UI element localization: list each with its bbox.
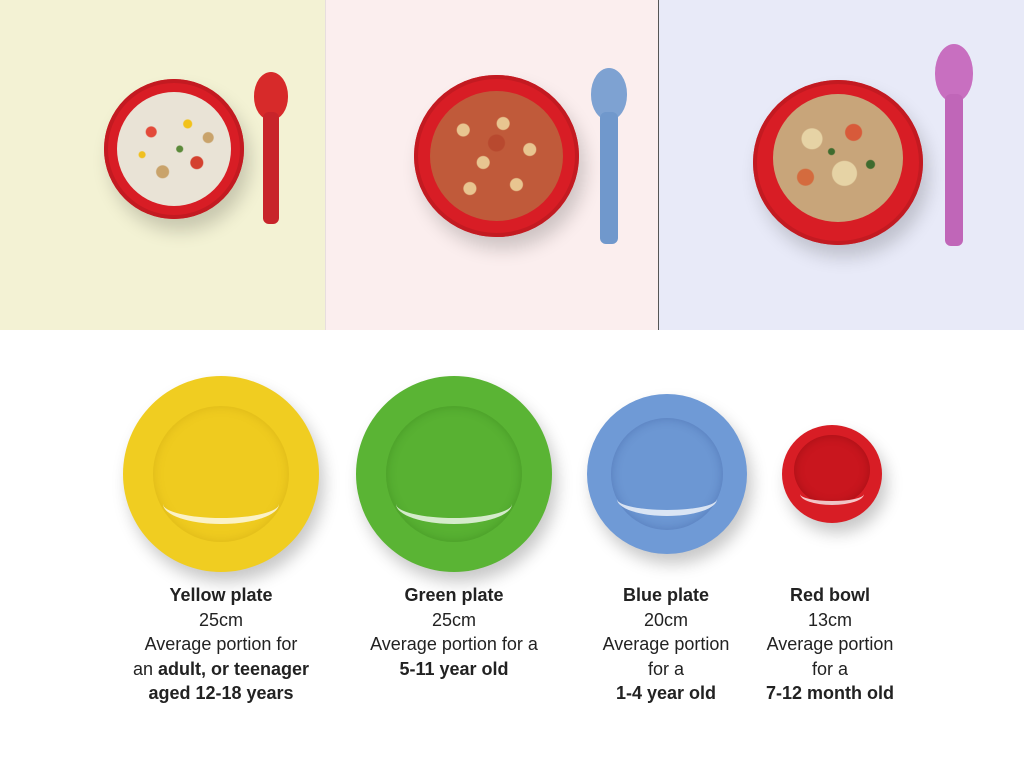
caption-size: 25cm [198,609,243,630]
caption-size: 13cm [807,609,852,630]
meal-panel-pasta-bake [658,0,1024,330]
caption-size: 20cm [643,609,688,630]
meal-panel-pasta [325,0,658,330]
caption-line: Average portion for a [370,634,538,654]
caption-title: Green plate [404,585,504,605]
caption-size: 25cm [431,609,476,630]
red-bowl-with-pasta-bake-icon [753,80,923,245]
caption-line: Average portion [602,634,730,654]
example-meals-strip [0,0,1024,330]
caption-title: Yellow plate [169,585,273,605]
yellow-plate-caption: Yellow plate 25cm Average portion for an… [111,583,331,706]
red-bowl-with-rice-icon [104,79,244,219]
caption-age: 5-11 year old [399,658,509,679]
caption-age: 1-4 year old [615,683,717,703]
red-bowl-caption: Red bowl 13cm Average portion for a 7-12… [750,583,910,706]
blue-plate-caption: Blue plate 20cm Average portion for a 1-… [586,583,746,706]
caption-line: for a [647,658,685,679]
red-bowl-with-pasta-icon [414,75,579,237]
green-plate-caption: Green plate 25cm Average portion for a 5… [344,583,564,681]
caption-title: Red bowl [790,585,870,605]
caption-age: aged 12-18 years [148,683,294,703]
blue-plate-icon [587,394,747,554]
red-bowl-icon [782,425,882,523]
meal-panel-rice [0,0,325,330]
caption-title: Blue plate [622,585,710,605]
caption-line: an adult, or teenager [132,658,310,679]
caption-line: Average portion for [144,634,298,654]
green-plate-icon [356,376,552,572]
caption-age: 7-12 month old [765,683,894,703]
yellow-plate-icon [123,376,319,572]
caption-line: Average portion [766,634,894,654]
caption-line: for a [811,658,849,679]
